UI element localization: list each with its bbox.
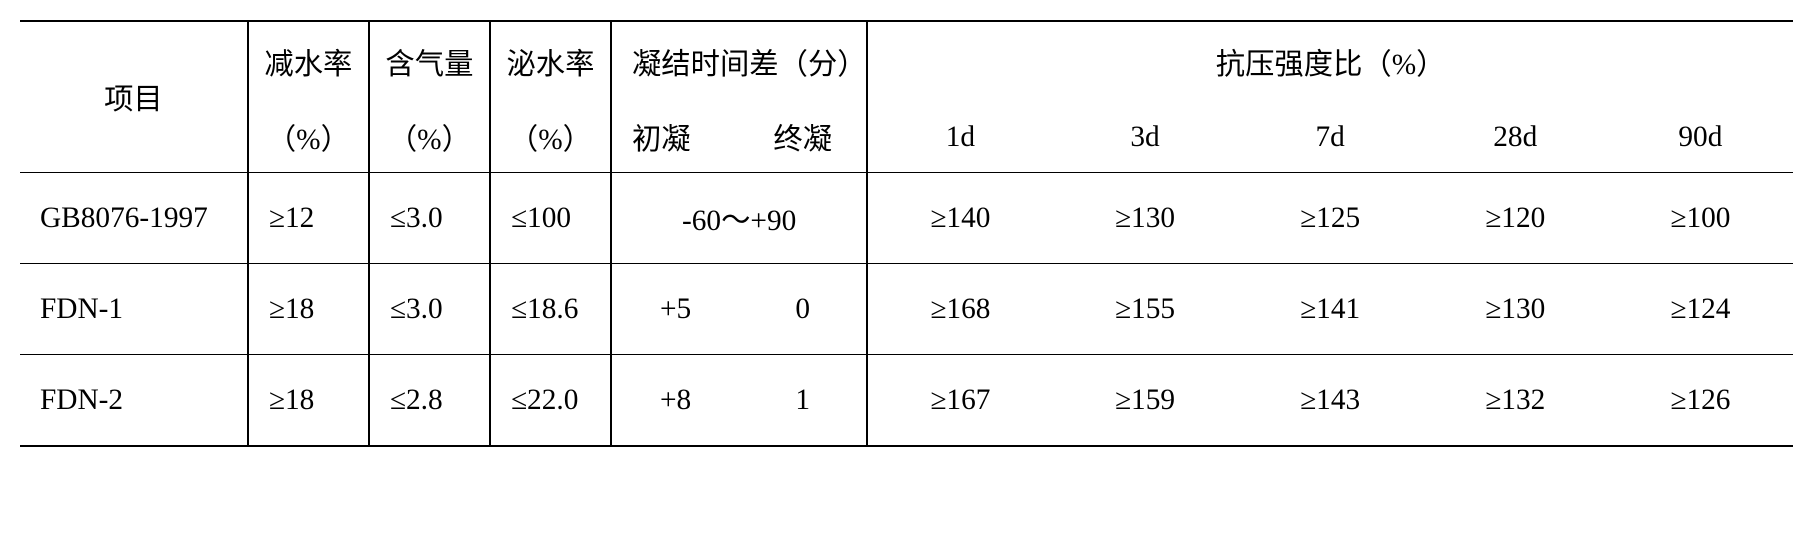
cell-air-content: ≤3.0: [369, 173, 490, 264]
hdr-3d: 3d: [1052, 102, 1237, 173]
cell-7d: ≥141: [1238, 264, 1423, 355]
hdr-air-content: 含气量: [369, 21, 490, 102]
cell-28d: ≥120: [1423, 173, 1608, 264]
table-body: GB8076-1997≥12≤3.0≤100-60～+90≥140≥130≥12…: [20, 173, 1793, 447]
cell-setting-final: 0: [739, 264, 867, 355]
hdr-setting-diff: 凝结时间差（分）: [611, 21, 867, 102]
cell-28d: ≥132: [1423, 355, 1608, 447]
cell-setting-final: 1: [739, 355, 867, 447]
cell-air-content: ≤2.8: [369, 355, 490, 447]
cell-90d: ≥124: [1608, 264, 1793, 355]
cell-3d: ≥130: [1052, 173, 1237, 264]
cell-3d: ≥159: [1052, 355, 1237, 447]
cell-90d: ≥100: [1608, 173, 1793, 264]
hdr-setting-initial: 初凝: [611, 102, 739, 173]
cell-3d: ≥155: [1052, 264, 1237, 355]
hdr-water-reduce-unit: （%）: [248, 102, 369, 173]
cell-water-reduce: ≥18: [248, 264, 369, 355]
hdr-item: 项目: [20, 21, 248, 173]
hdr-setting-final: 终凝: [739, 102, 867, 173]
hdr-90d: 90d: [1608, 102, 1793, 173]
cell-air-content: ≤3.0: [369, 264, 490, 355]
table-row: FDN-2≥18≤2.8≤22.0+81≥167≥159≥143≥132≥126: [20, 355, 1793, 447]
cell-90d: ≥126: [1608, 355, 1793, 447]
cell-setting: -60～+90: [611, 173, 867, 264]
cell-7d: ≥125: [1238, 173, 1423, 264]
cell-item: FDN-1: [20, 264, 248, 355]
cell-water-reduce: ≥18: [248, 355, 369, 447]
cell-item: FDN-2: [20, 355, 248, 447]
cell-bleeding: ≤18.6: [490, 264, 611, 355]
cell-setting-initial: +5: [611, 264, 739, 355]
hdr-bleeding: 泌水率: [490, 21, 611, 102]
cell-bleeding: ≤22.0: [490, 355, 611, 447]
cell-7d: ≥143: [1238, 355, 1423, 447]
spec-table: 项目 减水率 含气量 泌水率 凝结时间差（分） 抗压强度比（%） （%） （%）…: [20, 20, 1793, 447]
cell-1d: ≥168: [867, 264, 1052, 355]
hdr-strength-ratio: 抗压强度比（%）: [867, 21, 1793, 102]
hdr-7d: 7d: [1238, 102, 1423, 173]
cell-bleeding: ≤100: [490, 173, 611, 264]
cell-item: GB8076-1997: [20, 173, 248, 264]
hdr-28d: 28d: [1423, 102, 1608, 173]
cell-1d: ≥167: [867, 355, 1052, 447]
cell-28d: ≥130: [1423, 264, 1608, 355]
table-row: GB8076-1997≥12≤3.0≤100-60～+90≥140≥130≥12…: [20, 173, 1793, 264]
table-row: FDN-1≥18≤3.0≤18.6+50≥168≥155≥141≥130≥124: [20, 264, 1793, 355]
hdr-bleeding-unit: （%）: [490, 102, 611, 173]
cell-1d: ≥140: [867, 173, 1052, 264]
hdr-1d: 1d: [867, 102, 1052, 173]
cell-setting-initial: +8: [611, 355, 739, 447]
hdr-air-content-unit: （%）: [369, 102, 490, 173]
cell-water-reduce: ≥12: [248, 173, 369, 264]
hdr-water-reduce: 减水率: [248, 21, 369, 102]
